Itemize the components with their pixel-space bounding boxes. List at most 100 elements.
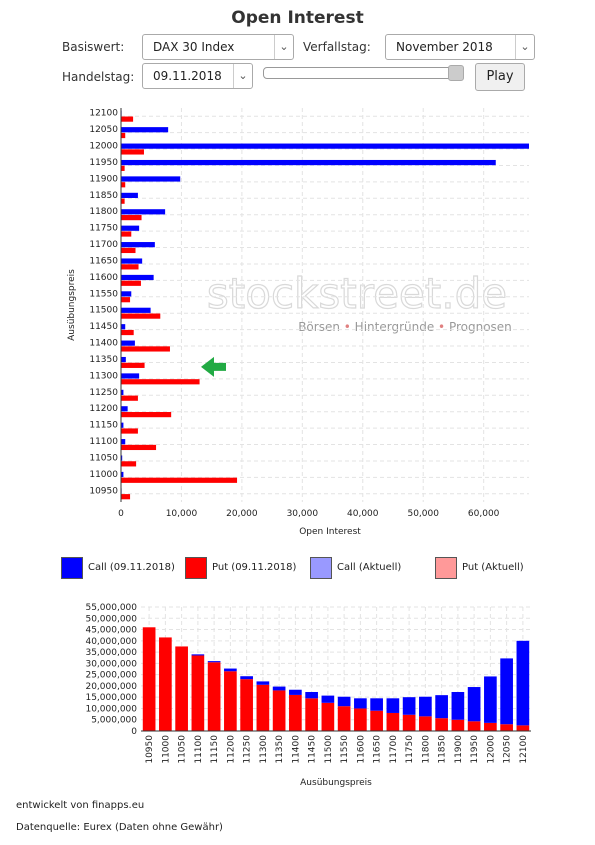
y-axis-label: Ausübungspreis xyxy=(67,269,77,341)
y-tick-label: 11800 xyxy=(89,207,118,217)
basiswert-value: DAX 30 Index xyxy=(153,40,235,54)
call-bar xyxy=(305,691,318,699)
y-tick-label: 40,000,000 xyxy=(85,637,137,647)
y-tick-label: 35,000,000 xyxy=(85,648,137,658)
call-bar xyxy=(121,471,124,478)
put-bar xyxy=(121,313,161,319)
call-bar xyxy=(121,209,166,215)
date-slider[interactable] xyxy=(263,65,464,81)
y-tick-label: 30,000,000 xyxy=(85,659,137,669)
y-tick-label: 5,000,000 xyxy=(91,716,137,726)
x-tick-label: 11700 xyxy=(389,735,399,764)
y-tick-label: 11500 xyxy=(89,306,118,316)
put-bar xyxy=(289,694,302,731)
put-bar xyxy=(321,702,335,731)
put-bar xyxy=(386,712,400,731)
y-tick-label: 11250 xyxy=(89,388,118,398)
call-bar xyxy=(272,686,286,691)
basiswert-select[interactable]: DAX 30 Index ⌄ xyxy=(142,34,294,60)
x-tick-label: 11900 xyxy=(454,735,464,764)
y-tick-label: 12100 xyxy=(89,109,118,119)
call-bar xyxy=(121,258,143,264)
play-button[interactable]: Play xyxy=(475,63,525,91)
put-bar xyxy=(370,710,383,731)
legend-label: Put (09.11.2018) xyxy=(212,562,297,573)
x-tick-label: 12100 xyxy=(519,735,529,764)
y-tick-label: 11950 xyxy=(89,158,118,168)
x-tick-label: 11650 xyxy=(373,735,383,764)
call-bar xyxy=(337,696,351,707)
put-bar xyxy=(121,247,136,254)
call-bar xyxy=(121,439,126,445)
call-bar xyxy=(121,406,128,412)
call-bar xyxy=(121,356,126,363)
x-tick-label: 11950 xyxy=(470,735,480,764)
put-bar xyxy=(121,297,131,303)
y-tick-label: 11350 xyxy=(89,355,118,365)
x-tick-label: 12000 xyxy=(486,735,496,764)
put-bar xyxy=(175,646,188,731)
x-tick-label: 40,000 xyxy=(347,509,379,519)
y-tick-label: 55,000,000 xyxy=(85,603,137,613)
put-bar xyxy=(121,149,144,155)
put-bar xyxy=(121,182,126,188)
put-bar xyxy=(121,412,172,418)
x-tick-label: 11400 xyxy=(291,735,301,764)
x-tick-label: 11600 xyxy=(356,735,366,764)
put-bar xyxy=(121,132,126,139)
call-bar xyxy=(224,668,237,672)
put-bar xyxy=(256,684,270,731)
y-tick-label: 12000 xyxy=(89,142,118,152)
call-bar xyxy=(121,225,140,231)
legend-swatch xyxy=(61,557,83,579)
handelstag-select[interactable]: 09.11.2018 ⌄ xyxy=(142,63,253,89)
x-axis-label: Open Interest xyxy=(299,527,361,537)
open-interest-chart: stockstreet.de Börsen • Hintergründe • Pr… xyxy=(67,108,529,537)
slider-handle[interactable] xyxy=(448,65,464,81)
call-bar xyxy=(451,691,465,720)
put-bar xyxy=(240,679,253,731)
x-axis-label: Ausübungspreis xyxy=(300,778,372,788)
put-bar xyxy=(142,627,156,731)
watermark-tagline: Börsen • Hintergründe • Prognosen xyxy=(298,320,512,334)
y-tick-label: 11700 xyxy=(89,240,118,250)
call-bar xyxy=(121,324,126,330)
y-tick-label: 11050 xyxy=(89,453,118,463)
x-tick-label: 12050 xyxy=(503,735,513,764)
arrow-left-icon xyxy=(201,356,226,377)
call-bar xyxy=(516,640,530,726)
y-tick-label: 10950 xyxy=(89,486,118,496)
put-bar xyxy=(121,215,142,221)
call-bar xyxy=(402,697,416,715)
put-bar xyxy=(121,198,125,204)
call-bar xyxy=(419,696,432,717)
call-bar xyxy=(121,291,132,297)
call-bar xyxy=(121,422,124,428)
verfallstag-select[interactable]: November 2018 ⌄ xyxy=(385,34,535,60)
legend-label: Call (09.11.2018) xyxy=(88,562,175,573)
y-tick-label: 11200 xyxy=(89,404,118,414)
put-bar xyxy=(484,722,497,731)
put-bar xyxy=(516,725,530,731)
call-bar xyxy=(207,661,221,663)
call-bar xyxy=(321,695,335,703)
call-bar xyxy=(256,681,270,685)
put-bar xyxy=(121,395,138,401)
y-tick-label: 20,000,000 xyxy=(85,682,137,692)
x-tick-label: 60,000 xyxy=(468,509,500,519)
x-tick-label: 20,000 xyxy=(226,509,258,519)
x-tick-label: 11150 xyxy=(210,735,220,764)
handelstag-value: 09.11.2018 xyxy=(153,69,222,83)
x-tick-label: 11850 xyxy=(438,735,448,764)
call-bar xyxy=(121,307,151,313)
watermark-brand: stockstreet.de xyxy=(207,269,507,318)
cumulative-chart: 05,000,000 10,000,00015,000,00020,000,000… xyxy=(85,603,531,788)
call-bar xyxy=(121,127,169,133)
y-tick-label: 0 xyxy=(131,727,137,737)
call-bar xyxy=(121,340,135,346)
put-bar xyxy=(337,706,351,731)
put-bar xyxy=(121,329,134,336)
x-tick-label: 11300 xyxy=(259,735,269,764)
put-bar xyxy=(500,724,513,731)
call-bar xyxy=(121,143,529,149)
